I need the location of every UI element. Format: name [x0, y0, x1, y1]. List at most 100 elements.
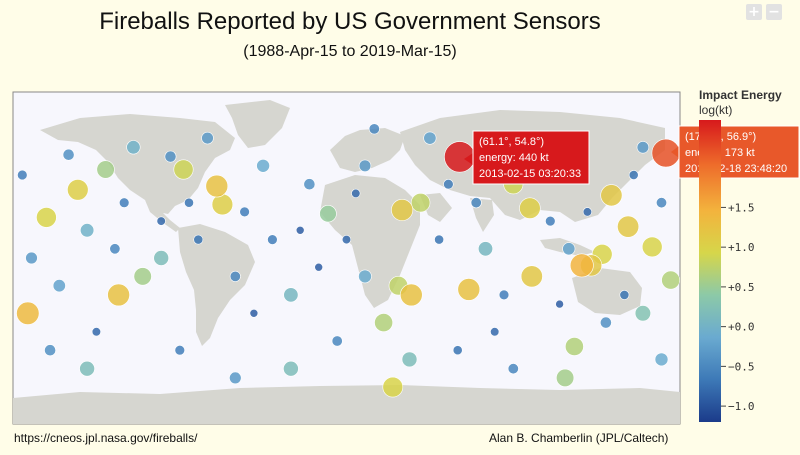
fireball-point[interactable]	[107, 283, 130, 307]
fireball-point[interactable]	[201, 131, 214, 145]
fireball-point[interactable]	[193, 234, 204, 245]
fireball-point[interactable]	[661, 270, 680, 290]
fireball-point[interactable]	[477, 241, 493, 257]
fireball-point[interactable]	[628, 170, 639, 180]
fireball-point[interactable]	[79, 360, 95, 377]
chart-title: Fireballs Reported by US Government Sens…	[99, 8, 601, 35]
fireball-point[interactable]	[520, 265, 543, 288]
fireball-point[interactable]	[434, 234, 444, 245]
fireball-point[interactable]	[295, 226, 305, 235]
fireball-point[interactable]	[401, 351, 418, 368]
fireball-point[interactable]	[555, 299, 564, 309]
colorbar-ticks: +1.5 +1.0 +0.5 +0.0 −0.5 −1.0	[721, 201, 755, 413]
fireball-point[interactable]	[52, 279, 66, 293]
fireball-point[interactable]	[314, 262, 324, 272]
fireball-point[interactable]	[498, 289, 510, 301]
source-link[interactable]: https://cneos.jpl.nasa.gov/fireballs/	[14, 431, 198, 445]
fireball-point[interactable]	[423, 131, 437, 145]
fireball-point[interactable]	[118, 197, 130, 208]
tooltip-kamchatka-pointer	[671, 146, 679, 158]
tooltip-chelyabinsk-box	[472, 130, 590, 185]
fireball-point[interactable]	[36, 207, 57, 228]
fireball-point[interactable]	[382, 376, 404, 398]
fireball-point[interactable]	[126, 140, 141, 155]
landmass-australia	[572, 268, 642, 315]
fireball-point[interactable]	[331, 335, 343, 347]
fireball-point[interactable]	[249, 308, 259, 318]
fireball-point[interactable]	[634, 305, 652, 322]
landmass-south-america	[178, 224, 255, 346]
fireball-point[interactable]	[164, 150, 177, 163]
tooltip-chelyabinsk-date: 2013-02-15 03:20:33	[479, 168, 581, 180]
fireball-point[interactable]	[555, 368, 575, 388]
fireball-point[interactable]	[229, 371, 242, 385]
fireball-point[interactable]	[267, 234, 278, 245]
fireball-point[interactable]	[399, 283, 423, 307]
fireball-point[interactable]	[16, 301, 40, 325]
fireball-point[interactable]	[391, 199, 414, 222]
fireball-point[interactable]	[79, 223, 95, 238]
tooltip-chelyabinsk-pointer	[464, 153, 473, 165]
fireball-point[interactable]	[133, 267, 152, 286]
fireball-point[interactable]	[490, 327, 500, 337]
fireball-point[interactable]	[156, 216, 166, 226]
fireball-point[interactable]	[229, 270, 241, 282]
fireball-point[interactable]	[641, 236, 663, 258]
fireball-point[interactable]	[25, 251, 38, 265]
fireball-point[interactable]	[17, 169, 28, 181]
fireball-point[interactable]	[619, 289, 630, 300]
fireball-point[interactable]	[283, 287, 299, 303]
fireball-point[interactable]	[341, 235, 352, 245]
fireball-point[interactable]	[303, 178, 316, 191]
fireball-point[interactable]	[636, 141, 650, 154]
fireball-point[interactable]	[62, 148, 75, 161]
fireball-point[interactable]	[654, 352, 669, 367]
zoom-out-button[interactable]: −	[766, 4, 782, 20]
fireball-point[interactable]	[565, 337, 584, 356]
landmass-antarctica	[13, 385, 680, 424]
colorbar-tick-label: +1.0	[728, 241, 755, 254]
author-credit: Alan B. Chamberlin (JPL/Caltech)	[489, 431, 669, 445]
fireball-point[interactable]	[470, 197, 482, 209]
fireball-point[interactable]	[109, 243, 121, 255]
fireball-point[interactable]	[582, 207, 593, 217]
fireball-point[interactable]	[443, 179, 454, 190]
fireball-point[interactable]	[67, 179, 89, 201]
fireball-point[interactable]	[452, 345, 463, 356]
fireball-point[interactable]	[184, 197, 194, 208]
fireball-point[interactable]	[655, 197, 667, 209]
fireball-point[interactable]	[358, 269, 372, 284]
fireball-point[interactable]	[457, 278, 481, 301]
fireball-point[interactable]	[519, 197, 541, 219]
fireball-point[interactable]	[351, 188, 361, 198]
fireball-point[interactable]	[600, 316, 612, 329]
fireball-point[interactable]	[174, 345, 186, 356]
colorbar-tick-label: +0.0	[728, 321, 755, 334]
fireball-point[interactable]	[562, 242, 576, 256]
fireball-point[interactable]	[374, 313, 394, 333]
fireball-point[interactable]	[205, 174, 229, 198]
fireball-point[interactable]	[91, 327, 101, 337]
fireball-point[interactable]	[319, 205, 337, 223]
fireball-point[interactable]	[96, 160, 115, 179]
zoom-in-button[interactable]: +	[746, 4, 762, 20]
fireball-point[interactable]	[600, 184, 623, 207]
fireball-point[interactable]	[283, 360, 299, 377]
fireball-point[interactable]	[358, 159, 372, 173]
fireball-point[interactable]	[173, 159, 194, 180]
fireball-point[interactable]	[153, 250, 169, 266]
fireball-point[interactable]	[368, 123, 380, 135]
fireball-point[interactable]	[239, 206, 250, 218]
fireball-point[interactable]	[617, 215, 640, 238]
tooltip-kamchatka: (172.4°, 56.9°) energy: 173 kt 2018-12-1…	[671, 125, 800, 179]
colorbar-subtitle: log(kt)	[699, 103, 733, 117]
landmass-central-america	[145, 200, 180, 232]
fireball-point[interactable]	[256, 159, 270, 173]
fireball-point[interactable]	[545, 215, 556, 227]
fireball-point[interactable]	[44, 344, 56, 357]
fireball-point[interactable]	[410, 193, 431, 213]
fireball-point[interactable]	[569, 253, 594, 278]
fireball-point[interactable]	[507, 363, 519, 375]
landmass-europe	[330, 128, 405, 172]
